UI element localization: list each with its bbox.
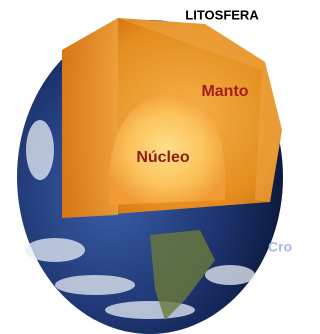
label-lithosphere: LITOSFERA [185,7,259,22]
label-crust: Cro [268,239,292,255]
label-core: Núcleo [136,149,190,166]
label-mantle: Manto [201,83,248,100]
earth-layers-diagram: LITOSFERA Manto Núcleo Cro [0,0,300,334]
